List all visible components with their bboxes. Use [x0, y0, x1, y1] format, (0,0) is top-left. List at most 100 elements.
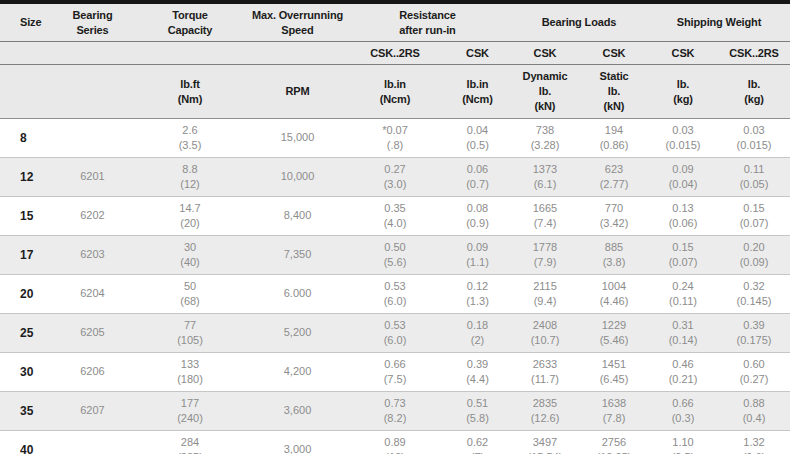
weight-csk-cell: 0.15 (0.07): [648, 236, 718, 275]
resistance-csk-cell: 0.51 (5.8): [445, 392, 510, 431]
load-dynamic-cell: 2408 (10.7): [510, 314, 580, 353]
speed-cell: 4,200: [250, 353, 345, 392]
unit-header-blank: [0, 65, 55, 119]
size-cell: 15: [0, 197, 55, 236]
unit-header-load-dynamic: Dynamic lb. (kN): [510, 65, 580, 119]
size-cell: 35: [0, 392, 55, 431]
size-cell: 17: [0, 236, 55, 275]
weight-csk-cell: 1.10 (0.5): [648, 431, 718, 454]
resistance-csk2rs-cell: 0.53 (6.0): [345, 314, 445, 353]
size-cell: 25: [0, 314, 55, 353]
load-static-cell: 1451 (6.45): [580, 353, 648, 392]
torque-cell: 177 (240): [130, 392, 250, 431]
series-cell: 6207: [55, 392, 130, 431]
sub-header-blank: [130, 42, 250, 65]
group-header-shipping-weight: Shipping Weight: [648, 4, 790, 42]
weight-csk-cell: 0.09 (0.04): [648, 158, 718, 197]
resistance-csk-cell: 0.62 (7): [445, 431, 510, 454]
weight-csk-cell: 0.46 (0.21): [648, 353, 718, 392]
table-row: 40284 (385)3,0000.89 (10)0.62 (7)3497 (1…: [0, 431, 790, 454]
table-row: 17620330 (40)7,3500.50 (5.6)0.09 (1.1)17…: [0, 236, 790, 275]
size-cell: 30: [0, 353, 55, 392]
load-dynamic-cell: 1665 (7.4): [510, 197, 580, 236]
torque-cell: 14.7 (20): [130, 197, 250, 236]
unit-header-load-static: Static lb. (kN): [580, 65, 648, 119]
sub-header-load-dynamic-csk: CSK: [510, 42, 580, 65]
table-row: 15620214.7 (20)8,4000.35 (4.0)0.08 (0.9)…: [0, 197, 790, 236]
speed-cell: 3,600: [250, 392, 345, 431]
unit-header-weight-csk: lb. (kg): [648, 65, 718, 119]
speed-cell: 8,400: [250, 197, 345, 236]
sub-header-resistance-csk2rs: CSK..2RS: [345, 42, 445, 65]
sub-header-blank: [0, 42, 55, 65]
series-cell: [55, 119, 130, 158]
speed-cell: 15,000: [250, 119, 345, 158]
load-static-cell: 1638 (7.8): [580, 392, 648, 431]
size-cell: 8: [0, 119, 55, 158]
size-cell: 40: [0, 431, 55, 454]
resistance-csk-cell: 0.08 (0.9): [445, 197, 510, 236]
series-cell: [55, 431, 130, 454]
resistance-csk2rs-cell: 0.73 (8.2): [345, 392, 445, 431]
weight-csk-cell: 0.03 (0.015): [648, 119, 718, 158]
weight-csk2rs-cell: 0.88 (0.4): [718, 392, 790, 431]
weight-csk2rs-cell: 0.20 (0.09): [718, 236, 790, 275]
weight-csk2rs-cell: 0.11 (0.05): [718, 158, 790, 197]
resistance-csk2rs-cell: 0.66 (7.5): [345, 353, 445, 392]
weight-csk2rs-cell: 0.39 (0.175): [718, 314, 790, 353]
resistance-csk2rs-cell: 0.27 (3.0): [345, 158, 445, 197]
table-row: 25620577 (105)5,2000.53 (6.0)0.18 (2)240…: [0, 314, 790, 353]
resistance-csk-cell: 0.18 (2): [445, 314, 510, 353]
load-static-cell: 2756 (12.25): [580, 431, 648, 454]
load-static-cell: 1229 (5.46): [580, 314, 648, 353]
unit-header-row: lb.ft (Nm) RPM lb.in (Ncm) lb.in (Ncm) D…: [0, 65, 790, 119]
col-header-torque-capacity: Torque Capacity: [130, 4, 250, 42]
bearing-spec-page: Size Bearing Series Torque Capacity Max.…: [0, 0, 790, 454]
sub-header-row: CSK..2RS CSK CSK CSK CSK CSK..2RS: [0, 42, 790, 65]
weight-csk2rs-cell: 0.60 (0.27): [718, 353, 790, 392]
torque-cell: 284 (385): [130, 431, 250, 454]
torque-cell: 8.8 (12): [130, 158, 250, 197]
resistance-csk2rs-cell: *0.07 (.8): [345, 119, 445, 158]
sub-header-blank: [250, 42, 345, 65]
unit-header-resistance-csk2rs: lb.in (Ncm): [345, 65, 445, 119]
load-static-cell: 1004 (4.46): [580, 275, 648, 314]
series-cell: 6205: [55, 314, 130, 353]
group-header-resistance-after-run-in: Resistance after run-in: [345, 4, 510, 42]
unit-header-resistance-csk: lb.in (Ncm): [445, 65, 510, 119]
col-header-max-overrunning-speed: Max. Overrunning Speed: [250, 4, 345, 42]
col-header-size: Size: [0, 4, 55, 42]
table-header: Size Bearing Series Torque Capacity Max.…: [0, 4, 790, 119]
unit-header-torque: lb.ft (Nm): [130, 65, 250, 119]
sub-header-load-static-csk: CSK: [580, 42, 648, 65]
load-static-cell: 194 (0.86): [580, 119, 648, 158]
size-cell: 12: [0, 158, 55, 197]
resistance-csk2rs-cell: 0.53 (6.0): [345, 275, 445, 314]
resistance-csk2rs-cell: 0.89 (10): [345, 431, 445, 454]
sub-header-weight-csk: CSK: [648, 42, 718, 65]
load-dynamic-cell: 3497 (15.54): [510, 431, 580, 454]
speed-cell: 7,350: [250, 236, 345, 275]
load-dynamic-cell: 1373 (6.1): [510, 158, 580, 197]
table-row: 1262018.8 (12)10,0000.27 (3.0)0.06 (0.7)…: [0, 158, 790, 197]
sub-header-blank: [55, 42, 130, 65]
resistance-csk-cell: 0.12 (1.3): [445, 275, 510, 314]
weight-csk2rs-cell: 0.32 (0.145): [718, 275, 790, 314]
table-body: 82.6 (3.5)15,000*0.07 (.8)0.04 (0.5)738 …: [0, 119, 790, 454]
col-header-bearing-series: Bearing Series: [55, 4, 130, 42]
sub-header-resistance-csk: CSK: [445, 42, 510, 65]
series-cell: 6203: [55, 236, 130, 275]
load-static-cell: 623 (2.77): [580, 158, 648, 197]
load-dynamic-cell: 2633 (11.7): [510, 353, 580, 392]
resistance-csk-cell: 0.06 (0.7): [445, 158, 510, 197]
weight-csk2rs-cell: 1.32 (0.6): [718, 431, 790, 454]
table-row: 82.6 (3.5)15,000*0.07 (.8)0.04 (0.5)738 …: [0, 119, 790, 158]
weight-csk-cell: 0.66 (0.3): [648, 392, 718, 431]
torque-cell: 50 (68): [130, 275, 250, 314]
load-dynamic-cell: 1778 (7.9): [510, 236, 580, 275]
sub-header-weight-csk2rs: CSK..2RS: [718, 42, 790, 65]
table-row: 306206133 (180)4,2000.66 (7.5)0.39 (4.4)…: [0, 353, 790, 392]
speed-cell: 10,000: [250, 158, 345, 197]
weight-csk2rs-cell: 0.03 (0.015): [718, 119, 790, 158]
torque-cell: 30 (40): [130, 236, 250, 275]
